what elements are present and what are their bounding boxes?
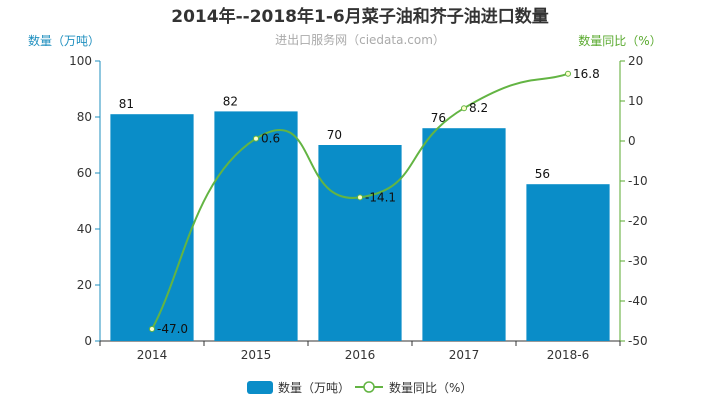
- right-axis-ticks: -50 -40 -30 -20 -10 0 10 20: [620, 54, 648, 348]
- bar: [318, 145, 402, 341]
- x-axis-ticks: 2014 2015 2016 2017 2018-6: [99, 341, 621, 362]
- bar: [526, 184, 610, 341]
- line-data-label: 16.8: [573, 67, 600, 81]
- line-data-label: 0.6: [261, 132, 280, 146]
- legend-line-marker: [363, 381, 375, 393]
- left-axis-label: 数量（万吨）: [28, 33, 100, 48]
- bar-data-label: 82: [223, 94, 238, 108]
- line-series: [149, 70, 571, 332]
- line-series-path: [151, 72, 569, 330]
- bar-series: [110, 111, 610, 342]
- line-data-label: 8.2: [469, 101, 488, 115]
- left-axis-ticks: 0 20 40 60 80 100: [69, 54, 100, 348]
- line-point: [461, 105, 467, 112]
- bar-data-label: 76: [431, 111, 446, 125]
- right-tick-label: -50: [628, 334, 648, 348]
- legend-bar-label[interactable]: 数量（万吨）: [278, 380, 350, 395]
- bar-data-labels: 81 82 70 76 56: [119, 94, 550, 181]
- x-tick-label: 2018-6: [547, 348, 590, 362]
- bar: [214, 111, 298, 342]
- x-tick-label: 2015: [241, 348, 272, 362]
- x-tick-label: 2014: [137, 348, 168, 362]
- right-tick-label: 20: [628, 54, 643, 68]
- left-tick-label: 100: [69, 54, 92, 68]
- bar: [422, 128, 506, 341]
- left-tick-label: 20: [77, 278, 92, 292]
- left-tick-label: 60: [77, 166, 92, 180]
- line-point: [253, 135, 259, 142]
- left-tick-label: 80: [77, 110, 92, 124]
- left-tick-label: 0: [84, 334, 92, 348]
- x-tick-label: 2016: [345, 348, 376, 362]
- bar-data-label: 70: [327, 128, 342, 142]
- right-tick-label: -30: [628, 254, 648, 268]
- right-tick-label: -10: [628, 174, 648, 188]
- line-point: [149, 326, 155, 332]
- line-point: [357, 194, 363, 201]
- right-tick-label: 0: [628, 134, 636, 148]
- chart-subtitle: 进出口服务网（ciedata.com）: [275, 32, 445, 47]
- right-tick-label: -20: [628, 214, 648, 228]
- line-data-label: -47.0: [157, 322, 188, 336]
- line-point: [565, 70, 571, 77]
- chart-title: 2014年--2018年1-6月菜子油和芥子油进口数量: [171, 6, 548, 27]
- bar-data-label: 56: [535, 167, 550, 181]
- bar-data-label: 81: [119, 97, 134, 111]
- legend-bar-swatch[interactable]: [247, 381, 273, 394]
- right-axis-label: 数量同比（%）: [578, 33, 661, 48]
- left-tick-label: 40: [77, 222, 92, 236]
- right-tick-label: -40: [628, 294, 648, 308]
- legend-line-label[interactable]: 数量同比（%）: [389, 380, 472, 395]
- x-tick-label: 2017: [449, 348, 480, 362]
- bar: [110, 114, 194, 341]
- legend: 数量（万吨） 数量同比（%）: [247, 380, 472, 395]
- line-data-label: -14.1: [365, 190, 396, 204]
- line-data-labels: -47.0 0.6 -14.1 8.2 16.8: [157, 67, 600, 336]
- right-tick-label: 10: [628, 94, 643, 108]
